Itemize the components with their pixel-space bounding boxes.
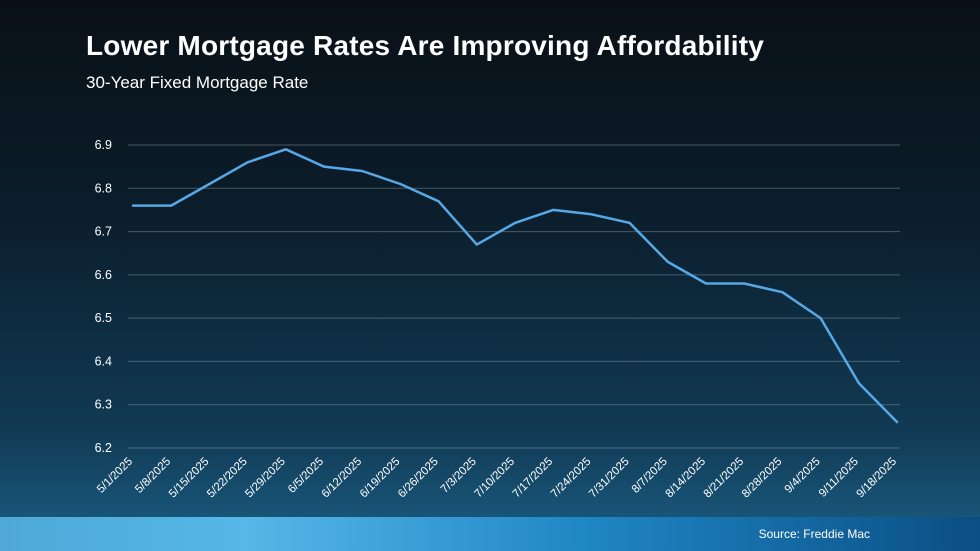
svg-text:6.6: 6.6 <box>95 268 112 282</box>
svg-text:6.9: 6.9 <box>95 138 112 152</box>
svg-text:8/21/2025: 8/21/2025 <box>702 456 747 501</box>
line-chart: 6.2 6.3 6.4 6.5 6.6 6.7 6.8 6.9 5/1/2025 5/8/2025… <box>0 115 980 517</box>
svg-text:6/19/2025: 6/19/2025 <box>358 456 403 501</box>
page-title: Lower Mortgage Rates Are Improving Affor… <box>86 30 765 61</box>
header: Lower Mortgage Rates Are Improving Affor… <box>86 30 764 93</box>
svg-text:5/1/2025: 5/1/2025 <box>95 456 135 496</box>
svg-text:6/26/2025: 6/26/2025 <box>396 456 441 501</box>
svg-text:5/29/2025: 5/29/2025 <box>243 456 288 501</box>
svg-text:6.7: 6.7 <box>95 225 112 239</box>
chart-subtitle: 30-Year Fixed Mortgage Rate <box>86 73 309 92</box>
svg-text:7/3/2025: 7/3/2025 <box>439 456 479 496</box>
svg-text:5/8/2025: 5/8/2025 <box>133 456 173 496</box>
svg-text:5/22/2025: 5/22/2025 <box>205 456 250 501</box>
source-label: Source: Freddie Mac <box>758 527 870 541</box>
svg-text:6.5: 6.5 <box>95 311 112 325</box>
svg-text:8/7/2025: 8/7/2025 <box>630 456 670 496</box>
svg-text:8/28/2025: 8/28/2025 <box>740 456 785 501</box>
svg-text:9/4/2025: 9/4/2025 <box>783 456 823 496</box>
chart-canvas: 6.2 6.3 6.4 6.5 6.6 6.7 6.8 6.9 5/1/20255/8/2025… <box>95 138 900 501</box>
svg-text:7/10/2025: 7/10/2025 <box>472 456 517 501</box>
svg-text:6.4: 6.4 <box>95 354 112 368</box>
svg-text:6/12/2025: 6/12/2025 <box>320 456 365 501</box>
svg-text:7/31/2025: 7/31/2025 <box>587 456 632 501</box>
svg-text:9/18/2025: 9/18/2025 <box>854 456 899 501</box>
svg-text:6/5/2025: 6/5/2025 <box>286 456 326 496</box>
svg-text:7/24/2025: 7/24/2025 <box>549 456 594 501</box>
svg-text:7/17/2025: 7/17/2025 <box>511 456 556 501</box>
svg-text:9/11/2025: 9/11/2025 <box>817 456 861 500</box>
svg-text:6.2: 6.2 <box>95 441 112 455</box>
svg-text:8/14/2025: 8/14/2025 <box>663 456 708 501</box>
svg-text:6.3: 6.3 <box>95 398 112 412</box>
footer-bar: Source: Freddie Mac <box>0 517 980 551</box>
svg-text:5/15/2025: 5/15/2025 <box>167 456 212 501</box>
svg-text:6.8: 6.8 <box>95 181 112 195</box>
